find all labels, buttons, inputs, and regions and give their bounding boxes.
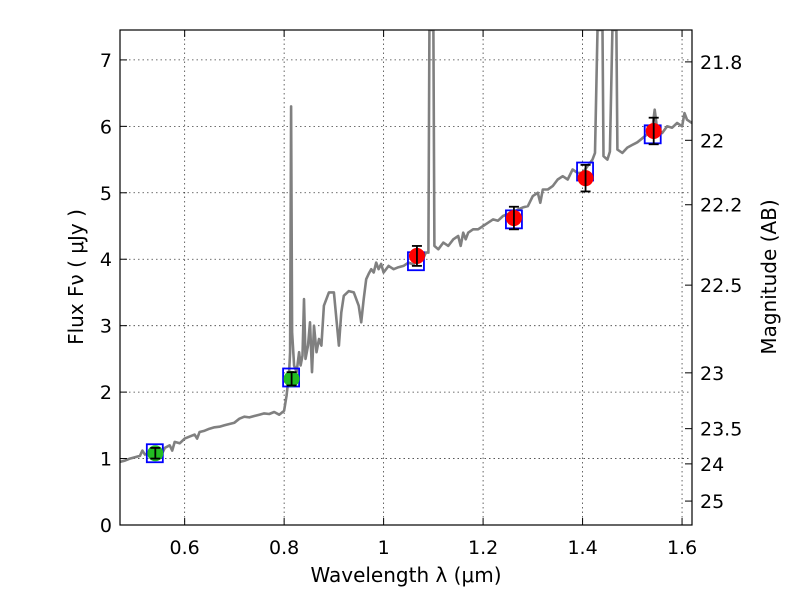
y-tick-label: 7 [100,50,112,72]
right-axis-label: Magnitude (AB) [757,199,781,354]
right-tick-label: 22 [700,130,724,152]
right-tick-label: 25 [700,491,724,513]
x-axis-label: Wavelength λ (μm) [310,563,501,587]
spectrum-line [120,30,692,464]
y-tick-label: 1 [100,449,112,471]
y-tick-label: 4 [100,249,112,271]
right-tick-labels: 21.8 22 22.2 22.5 23 23.5 24 25 [700,52,742,513]
x-tick-label: 0.8 [269,537,299,559]
y-tick-label: 6 [100,116,112,138]
y-tick-label: 3 [100,316,112,338]
x-tick-label: 1 [378,537,390,559]
y-tick-label: 0 [100,515,112,537]
observed-point-layer [147,116,662,462]
right-tick-label: 23 [700,363,724,385]
x-tick-label: 1.2 [468,537,498,559]
right-tick-label: 22.2 [700,195,742,217]
y-tick-labels: 0 1 2 3 4 5 6 7 [100,50,112,537]
x-tick-label: 1.6 [667,537,697,559]
x-tick-label: 1.4 [567,537,597,559]
grid [120,30,692,525]
right-tick-label: 21.8 [700,52,742,74]
plot-frame [119,29,693,526]
y-axis-label: Flux Fν ( μJy ) [64,209,88,345]
y-tick-label: 2 [100,382,112,404]
spectrum-layer [120,30,692,464]
y-tick-label: 5 [100,183,112,205]
x-tick-label: 0.6 [170,537,200,559]
axis-ticks [120,30,692,526]
right-tick-label: 24 [700,454,724,476]
x-tick-labels: 0.6 0.8 1 1.2 1.4 1.6 [170,537,698,559]
right-tick-label: 23.5 [700,419,742,441]
right-tick-label: 22.5 [700,275,742,297]
